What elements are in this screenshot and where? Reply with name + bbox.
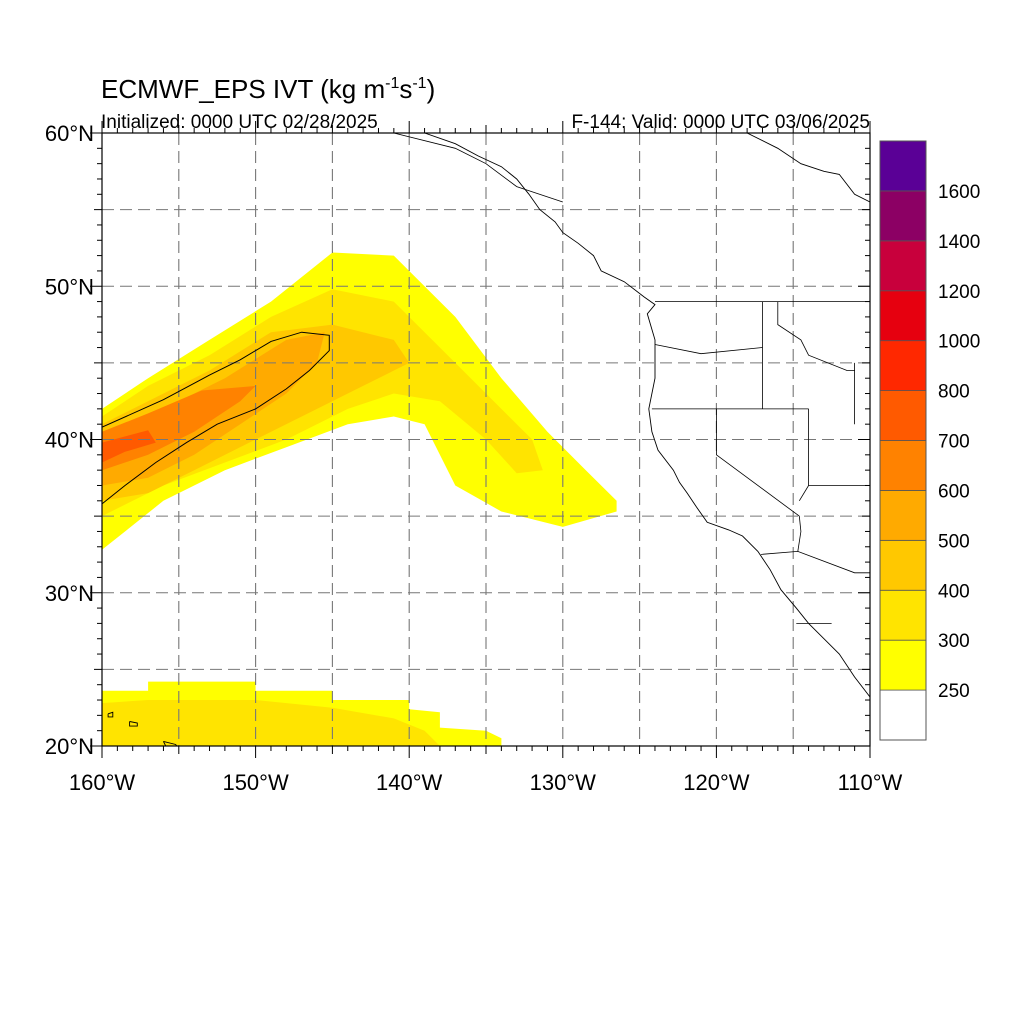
colorbar-label: 1200 xyxy=(938,282,980,303)
colorbar-label: 300 xyxy=(938,631,970,652)
chart-title-mid: s xyxy=(399,74,412,104)
colorbar-label: 800 xyxy=(938,382,970,403)
colorbar-swatch xyxy=(879,140,927,192)
colorbar-swatch xyxy=(879,539,927,591)
x-tick-label: 140°W xyxy=(376,770,443,795)
x-tick-label: 150°W xyxy=(222,770,289,795)
alaska-bc-coast xyxy=(424,133,870,698)
chart-title-sup1: -1 xyxy=(385,75,399,92)
x-tick-label: 110°W xyxy=(838,770,903,795)
colorbar-swatch xyxy=(879,639,927,691)
hawaii-coast xyxy=(107,711,114,718)
colorbar-label: 600 xyxy=(938,481,970,502)
x-axis-labels: 160°W 150°W 140°W 130°W 120°W 110°W xyxy=(69,770,903,795)
map-area xyxy=(102,133,870,746)
y-tick-label: 60°N xyxy=(45,121,94,146)
axis-ticks xyxy=(90,121,871,758)
colorbar-label: 500 xyxy=(938,531,970,552)
colorbar xyxy=(879,140,927,741)
x-tick-label: 120°W xyxy=(683,770,750,795)
subtropical-band-layer-1 xyxy=(102,700,440,746)
subtitle-initialized: Initialized: 0000 UTC 02/28/2025 xyxy=(101,112,378,133)
north-pacific-plume-layer-5 xyxy=(102,430,156,463)
colorbar-frame xyxy=(879,140,927,741)
colorbar-swatch xyxy=(879,290,927,342)
colorbar-swatch xyxy=(879,440,927,491)
chart-title-end: ) xyxy=(427,74,436,104)
colorbar-swatch xyxy=(879,190,927,242)
colorbar-labels: 250 300 400 500 600 700 800 1000 1200 1400 1600 xyxy=(938,182,980,702)
y-axis-labels: 60°N 50°N 40°N 30°N 20°N xyxy=(45,121,94,759)
subtitle-valid: F-144: Valid: 0000 UTC 03/06/2025 xyxy=(571,112,870,133)
y-tick-label: 50°N xyxy=(45,274,94,299)
colorbar-label: 700 xyxy=(938,432,970,453)
chart-title: ECMWF_EPS IVT (kg m-1s-1) xyxy=(101,74,435,104)
alaska-border xyxy=(393,133,563,203)
colorbar-swatch xyxy=(879,340,927,391)
colorbar-label: 400 xyxy=(938,581,970,602)
y-tick-label: 20°N xyxy=(45,734,94,759)
oahu-coast xyxy=(129,721,138,727)
y-tick-label: 30°N xyxy=(45,581,94,606)
california-nevada xyxy=(716,408,800,517)
ivt-contour-600 xyxy=(102,331,330,505)
x-tick-label: 130°W xyxy=(530,770,597,795)
colorbar-swatch xyxy=(879,490,927,541)
colorbar-swatch xyxy=(879,589,927,641)
colorbar-swatch xyxy=(879,689,927,741)
chart-title-main: ECMWF_EPS IVT (kg m xyxy=(101,74,385,104)
colorbar-swatch xyxy=(879,240,927,292)
mexico-border xyxy=(760,550,870,574)
colorbar-label: 250 xyxy=(938,681,970,702)
california-arizona xyxy=(797,516,802,552)
colorbar-label: 1000 xyxy=(938,332,980,353)
colorbar-swatch xyxy=(879,390,927,441)
north-america-coast xyxy=(746,133,870,203)
chart-title-sup2: -1 xyxy=(412,75,426,92)
x-tick-label: 160°W xyxy=(69,770,136,795)
washington-oregon xyxy=(654,344,763,355)
boundary-layer xyxy=(393,133,870,624)
y-tick-label: 40°N xyxy=(45,428,94,453)
colorbar-label: 1400 xyxy=(938,232,980,253)
montana-border xyxy=(777,301,855,371)
colorbar-label: 1600 xyxy=(938,182,980,203)
